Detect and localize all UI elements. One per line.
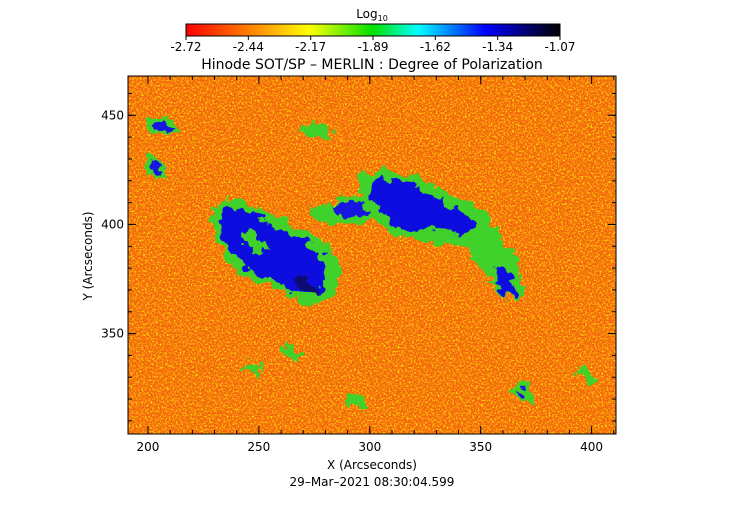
region-left-dark: [296, 275, 320, 295]
region-right-core: [368, 179, 478, 233]
colorbar-gradient: [185, 23, 561, 37]
colorbar-tick-label: -1.62: [420, 40, 451, 54]
x-tick-label: 300: [358, 440, 381, 454]
colorbar-label: Log10: [356, 7, 388, 23]
y-axis-ticks: 350 400 450: [101, 92, 616, 422]
patch-bottom-center: [349, 394, 367, 408]
colorbar-tick-label: -2.17: [295, 40, 326, 54]
y-tick-label: 350: [101, 327, 124, 341]
x-tick-label: 400: [580, 440, 603, 454]
heatmap-speckle-red: [128, 76, 616, 434]
colorbar-tick-label: -1.89: [357, 40, 388, 54]
patch-left-core: [150, 161, 164, 176]
y-tick-label: 450: [101, 108, 124, 122]
chart-title: Hinode SOT/SP – MERLIN : Degree of Polar…: [201, 57, 543, 73]
x-axis-label: X (Arcseconds): [327, 458, 417, 472]
x-tick-label: 200: [137, 440, 160, 454]
timestamp: 29–Mar–2021 08:30:04.599: [290, 475, 455, 489]
region-left-gap: [244, 229, 268, 253]
patch-top-left-core: [156, 121, 176, 133]
plot-frame: [127, 75, 617, 435]
colorbar-tick-label: -1.07: [544, 40, 575, 54]
x-tick-label: 250: [247, 440, 270, 454]
x-tick-label: 350: [469, 440, 492, 454]
colorbar-tick-label: -2.44: [233, 40, 264, 54]
colorbar-ticks: -2.72 -2.44 -2.17 -1.89 -1.62 -1.34 -1.07: [170, 36, 576, 54]
region-right-tail: [496, 267, 517, 297]
x-axis-ticks: 200 250 300 350 400: [137, 76, 615, 454]
y-axis-label: Y (Arcseconds): [81, 211, 95, 301]
patch-lower-left: [244, 363, 265, 376]
patch-far-right: [578, 368, 597, 384]
colorbar: Log10 -2.72 -2.44 -2.17 -1.89 -1.62 -1.34 -1.0…: [170, 7, 575, 54]
patch-top-center: [300, 122, 334, 139]
active-regions: [146, 117, 597, 408]
patch-bottom-left: [280, 344, 301, 358]
colorbar-tick-label: -2.72: [170, 40, 201, 54]
heatmap-image: [128, 76, 616, 434]
region-bridge-core: [330, 201, 368, 216]
patch-bottom-right-core: [516, 387, 528, 399]
colorbar-tick-label: -1.34: [482, 40, 513, 54]
y-tick-label: 400: [101, 217, 124, 231]
